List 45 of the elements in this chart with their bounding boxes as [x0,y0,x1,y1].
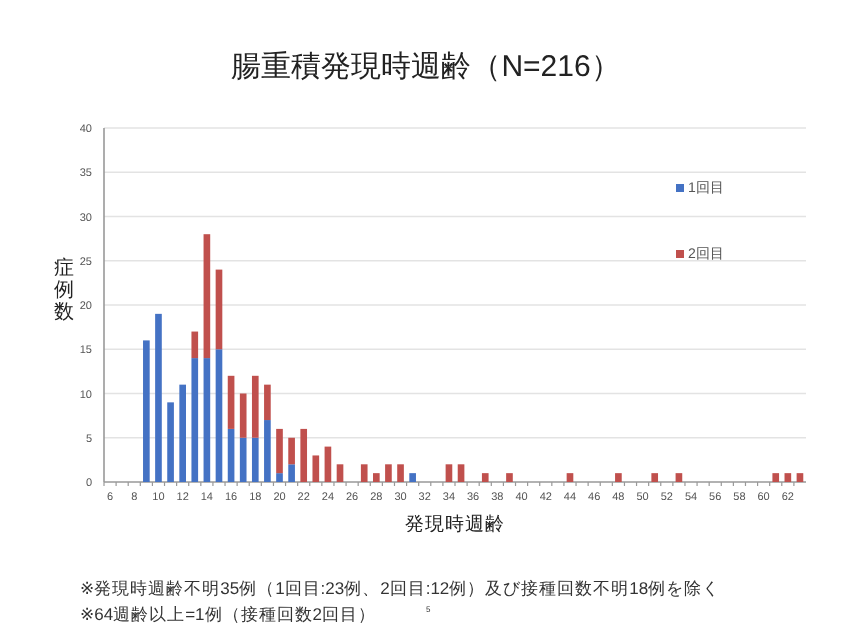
bar [251,437,259,482]
bar [276,428,283,474]
bar [506,473,513,482]
bar [143,340,150,482]
bar [796,473,804,482]
bar [203,234,211,359]
bar [772,473,780,482]
bar [397,464,404,482]
bar [373,473,380,482]
bar [288,464,295,482]
bar [409,473,416,482]
bar [481,473,489,482]
bar [457,464,465,482]
bar [264,420,271,482]
bar [215,349,223,482]
bar [288,437,295,465]
bar [784,473,792,482]
bar [239,393,247,438]
bar [227,428,235,482]
bar [615,473,622,482]
bar [360,464,368,482]
text: ※発現時週齢不明35例（1回目:23例、2回目:12例）及び接種回数不明18例を除く [80,578,721,598]
x-axis-title: 発現時週齢 [405,512,505,536]
bar [566,473,574,482]
bar [276,473,283,482]
bar [239,437,247,482]
bar [264,384,271,421]
bar [251,375,259,438]
bar [651,473,659,482]
bar [675,473,683,482]
text: ※64週齢以上=1例（接種回数2回目） [80,604,376,624]
bar [445,464,453,482]
bar [191,358,199,482]
bar [227,375,235,429]
bar [203,358,211,482]
bar [300,428,308,482]
bar [336,464,344,482]
bar [179,384,186,482]
bar [167,402,174,482]
bar [155,313,162,482]
y-axis-title: 症例数 [54,256,74,324]
bar [191,331,199,359]
chart-title: 腸重積発現時週齢（N=216） [231,50,621,84]
bar [312,455,320,482]
bar [385,464,392,482]
